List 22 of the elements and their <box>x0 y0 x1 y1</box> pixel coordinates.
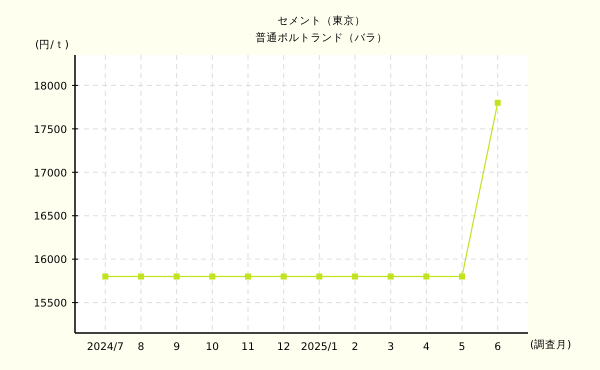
x-tick-label: 2025/1 <box>300 341 338 353</box>
x-tick-label: 6 <box>494 341 502 353</box>
x-tick-label: 11 <box>241 341 255 353</box>
x-tick-label: 5 <box>458 341 466 353</box>
y-tick-label: 17500 <box>34 124 67 136</box>
chart-title: セメント（東京） <box>278 14 366 27</box>
x-tick-label: 12 <box>276 341 290 353</box>
x-tick-label: 8 <box>138 341 144 353</box>
x-tick-label: 9 <box>173 341 180 353</box>
y-tick-label: 16500 <box>34 210 67 223</box>
x-axis-title: (調査月) <box>530 338 572 351</box>
y-tick-label: 15500 <box>34 298 67 310</box>
y-tick-label: 17000 <box>34 167 67 180</box>
y-tick-label: 18000 <box>34 80 67 92</box>
y-tick-label: 16000 <box>34 254 67 266</box>
x-tick-label: 3 <box>387 341 394 353</box>
x-tick-label: 10 <box>206 341 220 353</box>
x-tick-label: 2024/7 <box>86 341 124 353</box>
y-axis-title: (円/ｔ) <box>35 39 69 51</box>
chart-subtitle: 普通ポルトランド（バラ） <box>256 31 388 44</box>
x-tick-label: 2 <box>352 341 358 353</box>
x-tick-label: 4 <box>423 341 430 353</box>
